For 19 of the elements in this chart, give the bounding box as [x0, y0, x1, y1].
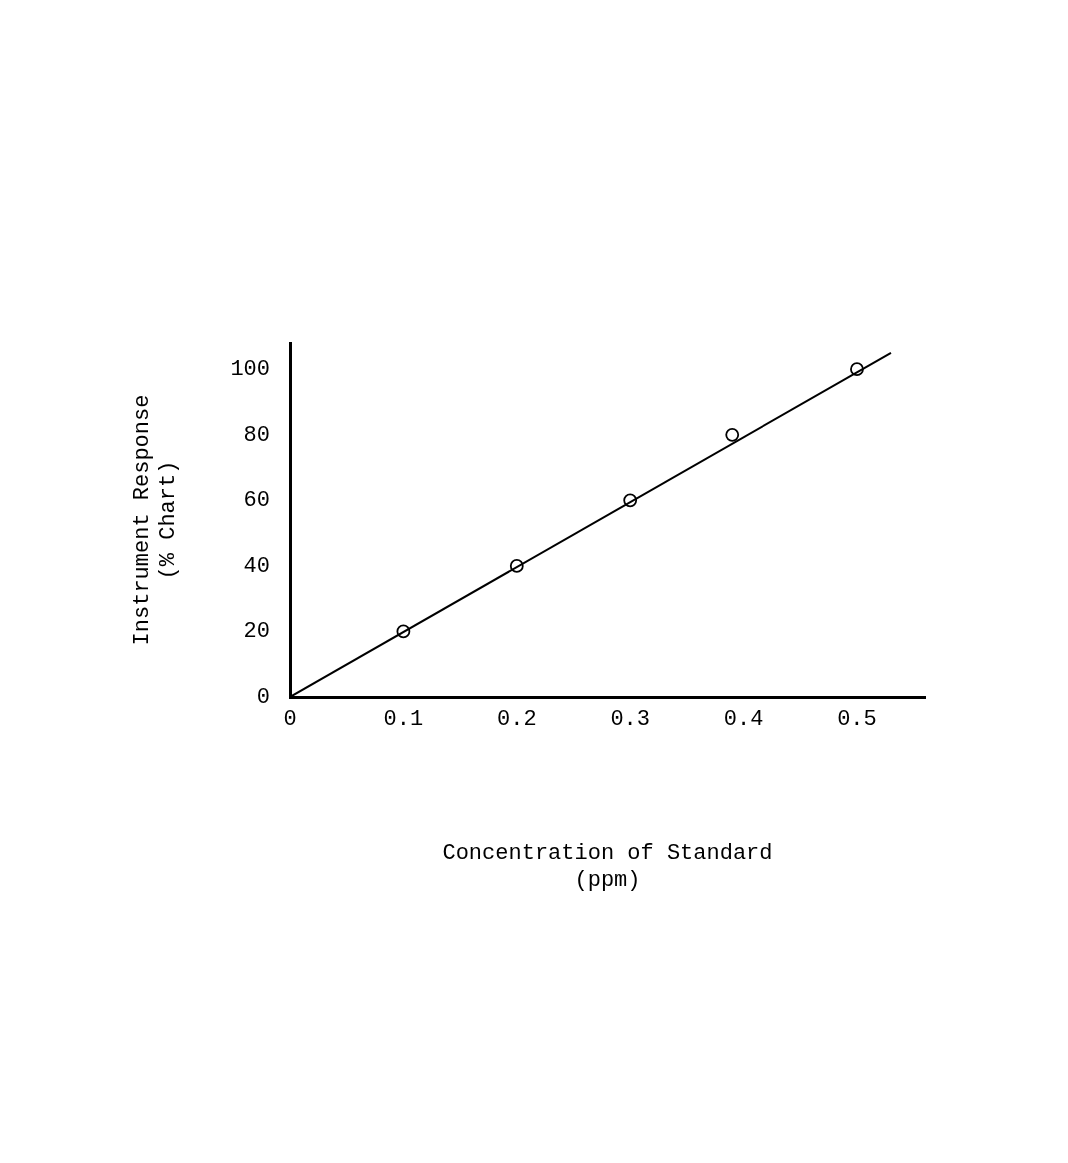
y-tick-label: 60: [243, 488, 270, 514]
y-tick-label: 0: [256, 684, 270, 710]
x-tick-label: 0: [283, 707, 297, 733]
x-tick-label: 0.4: [723, 707, 764, 733]
y-tick-label: 80: [243, 422, 270, 448]
y-axis-title: Instrument Response (% Chart): [130, 394, 182, 646]
y-tick-label: 20: [243, 619, 270, 645]
x-tick-label: 0.1: [383, 707, 424, 733]
x-tick-label: 0.2: [496, 707, 537, 733]
point: [623, 493, 638, 508]
y-tick-label: 100: [230, 357, 270, 383]
y-tick-label: 40: [243, 553, 270, 579]
x-tick-label: 0.3: [610, 707, 650, 733]
x-axis-title: Concentration of Standard (ppm): [442, 841, 773, 893]
point: [396, 624, 411, 639]
x-tick-label: 0.5: [837, 707, 877, 733]
point: [850, 362, 864, 377]
point: [725, 427, 740, 442]
point: [509, 558, 524, 573]
